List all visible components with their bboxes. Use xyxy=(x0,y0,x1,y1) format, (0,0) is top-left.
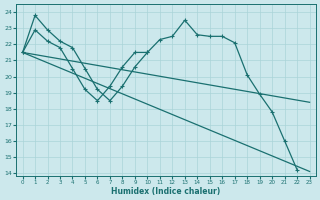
X-axis label: Humidex (Indice chaleur): Humidex (Indice chaleur) xyxy=(111,187,221,196)
